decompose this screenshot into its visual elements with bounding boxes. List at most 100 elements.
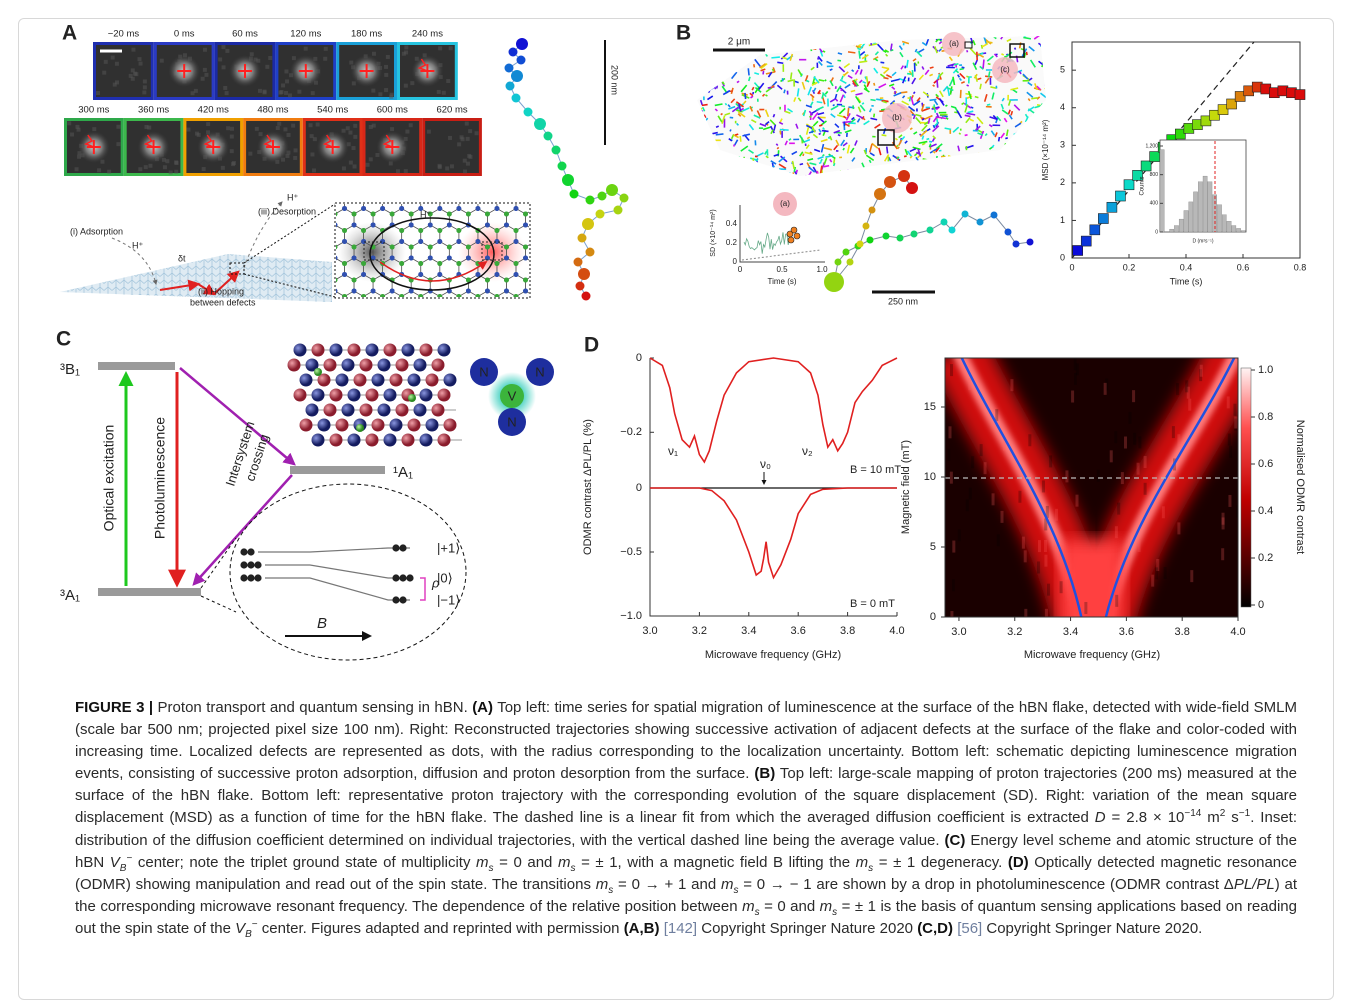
atom [384,344,397,357]
noise [169,170,173,174]
lattice-atom [428,190,433,195]
noise [372,52,376,56]
lattice-atom [495,206,500,211]
lattice-atom [533,173,538,178]
trajectory-segment [965,94,971,95]
lattice-atom [399,239,404,244]
defect-dot [927,227,934,234]
lattice-atom [475,195,480,200]
trajectory-segment [700,57,702,65]
noise [75,167,79,171]
defect-dot [505,64,514,73]
trajectory-segment [693,61,698,66]
defect-dot [578,268,590,280]
trajectory-segment [888,34,889,36]
x-tick-label: 0 [738,265,743,274]
defect-dot [911,231,918,238]
lattice-atom [561,256,566,261]
trajectory-segment [975,97,979,98]
defect-dot [576,282,585,291]
trajectory-segment [807,39,811,41]
noise [265,65,269,69]
atom [390,419,403,432]
lattice-atom [361,195,366,200]
trajectory-segment [771,57,779,58]
y-axis-label: MSD (×10⁻¹⁴ m²) [1041,119,1050,180]
noise [1037,561,1040,573]
trajectory-segment [862,103,864,105]
msd-point [1295,90,1305,100]
lattice-atom [314,256,319,261]
trajectory-segment [816,33,817,37]
trajectory-segment [809,116,811,117]
page: ABCD−20 ms0 ms60 ms120 ms180 ms240 ms300… [0,0,1354,1005]
noise [466,137,470,141]
atom-label: N [479,364,488,379]
electron [254,561,261,568]
trajectory-segment [869,171,872,175]
noise [324,47,328,51]
lattice-atom [542,311,547,316]
trajectory-segment [887,147,888,154]
lattice-atom [447,256,452,261]
lattice-atom [466,179,471,184]
lattice-atom [466,311,471,316]
trajectory-segment [694,156,697,158]
hexagon [411,308,430,330]
trajectory-segment [1005,138,1007,139]
lattice-atom [533,294,538,299]
state-label: |−1⟩ [437,592,460,607]
hexagon [535,258,554,280]
time-label: 240 ms [412,29,443,40]
lattice-atom [542,179,547,184]
defect-dot [562,174,574,186]
noise [980,444,983,456]
panel-label: D [584,334,599,357]
msd-point [1073,245,1083,255]
caption-run: = 0 and [494,854,558,871]
lattice-atom [390,190,395,195]
noise [311,91,315,95]
trajectory-segment [751,38,757,44]
atom [312,434,325,447]
caption-run: −1 [1239,808,1250,819]
noise [449,46,453,50]
noise [950,472,953,484]
noise [1188,399,1191,411]
lattice-atom [504,179,509,184]
noise [1076,363,1079,375]
trajectory-b [824,170,1034,292]
hexagon [449,308,468,330]
trajectory-segment [700,110,702,115]
trajectory-segment [698,162,701,166]
lattice-atom [361,272,366,277]
trajectory-segment [791,72,792,79]
lattice-atom [523,223,528,228]
lattice-atom [542,278,547,283]
noise [138,167,142,171]
trajectory-segment [959,133,961,134]
hexagon [526,176,545,198]
caption-run: (D) [1008,854,1029,871]
caption-run: m [856,854,869,871]
lattice-atom [475,305,480,310]
defect-dot [574,258,583,267]
trajectory-segment [1047,50,1052,54]
trajectory-segment [794,29,796,35]
noise [947,449,950,461]
time-label: 360 ms [138,105,169,116]
trajectory-segment [1031,116,1037,120]
electron [392,544,399,551]
histogram-bar [1160,150,1164,232]
lattice-atom [514,327,519,332]
lattice-atom [380,195,385,200]
trajectory-segment [722,68,728,71]
trajectory-segment [753,158,754,164]
trajectory-segment [695,37,699,39]
noise [1133,433,1136,445]
odmr-trace [650,488,897,578]
schematic-label: H⁺ [287,192,298,202]
trajectory-segment [1042,26,1044,34]
schematic-label: δt [178,253,186,263]
trajectory-segment [762,37,764,43]
